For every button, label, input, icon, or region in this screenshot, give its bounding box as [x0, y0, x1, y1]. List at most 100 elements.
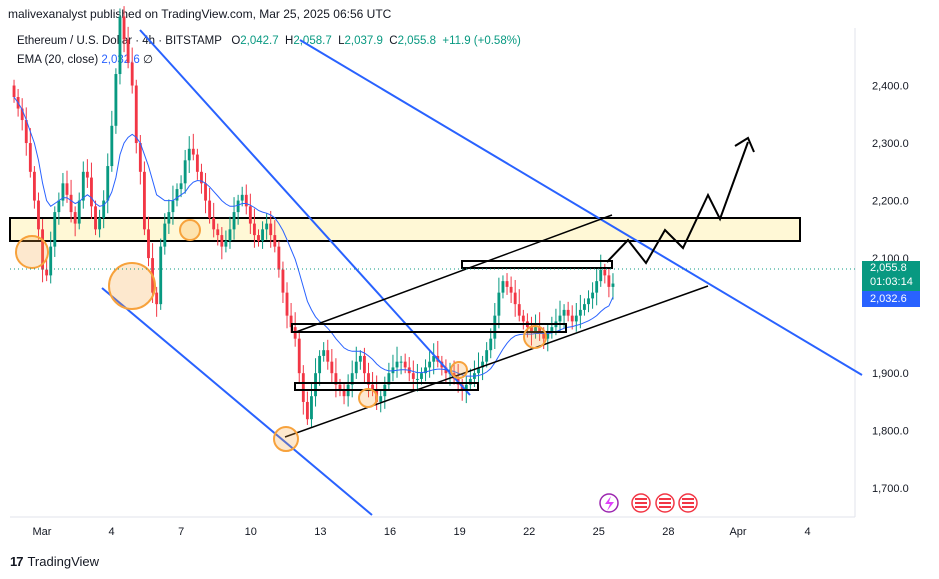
flag-stripe — [659, 498, 671, 500]
candle-up — [171, 200, 175, 213]
candle-up — [399, 361, 403, 363]
candle-down — [212, 217, 216, 230]
candle-down — [513, 292, 517, 305]
candle-down — [12, 85, 16, 98]
tradingview-logo[interactable]: 17 TradingView — [10, 554, 99, 569]
candle-up — [354, 361, 358, 374]
price-tick-label: 2,400.0 — [872, 81, 909, 93]
candle-up — [395, 361, 399, 368]
candle-down — [191, 148, 195, 155]
logo-text: TradingView — [27, 554, 100, 569]
flag-stripe — [635, 498, 647, 500]
flag-stripe — [635, 506, 647, 508]
range-box-1[interactable] — [291, 323, 567, 333]
flash-event-icon[interactable] — [599, 493, 619, 513]
candle-up — [501, 281, 505, 293]
candle-up — [464, 384, 468, 391]
candle-down — [244, 194, 248, 207]
candle-up — [391, 367, 395, 374]
high-label: H — [285, 35, 294, 47]
high-value: 2,058.7 — [293, 35, 332, 47]
candle-up — [183, 160, 187, 184]
ema-line — [13, 96, 614, 377]
candle-down — [28, 143, 32, 172]
flag-stripe — [682, 506, 694, 508]
candle-down — [305, 401, 309, 420]
candle-down — [330, 361, 334, 374]
channel-upper-line[interactable] — [139, 29, 471, 396]
rising-channel-lower[interactable] — [284, 285, 709, 438]
candle-up — [61, 183, 65, 201]
candle-up — [232, 212, 236, 230]
pivot-circle[interactable] — [179, 219, 201, 241]
channel-lower-line[interactable] — [101, 287, 373, 516]
pivot-circle[interactable] — [450, 361, 468, 379]
long-trendline[interactable] — [299, 39, 863, 376]
event-icons[interactable] — [599, 493, 698, 513]
candle-down — [285, 292, 289, 316]
candle-down — [37, 200, 40, 230]
candle-down — [204, 183, 207, 201]
range-box-2[interactable] — [294, 382, 479, 391]
pivot-circle[interactable] — [273, 426, 299, 452]
price-tick-label: 2,300.0 — [872, 138, 909, 150]
time-tick-label: 16 — [384, 526, 396, 538]
candle-down — [216, 229, 220, 236]
candle-up — [228, 229, 232, 241]
candle-up — [611, 283, 615, 287]
last-price-label: 2,055.8 — [870, 262, 907, 274]
candle-down — [122, 16, 126, 40]
price-tick-label: 1,900.0 — [872, 368, 909, 380]
candle-down — [338, 384, 342, 391]
candle-up — [477, 367, 480, 374]
candle-up — [493, 315, 497, 339]
candle-up — [350, 373, 354, 385]
candle-up — [591, 292, 595, 299]
pivot-circle[interactable] — [108, 262, 156, 310]
low-value: 2,037.9 — [344, 35, 383, 47]
change-value: +11.9 (+0.58%) — [442, 35, 521, 47]
pivot-circle[interactable] — [358, 388, 378, 408]
time-tick-label: 4 — [805, 526, 811, 538]
time-axis[interactable]: Mar 4 7 10 13 16 19 22 25 28 Apr 4 — [33, 526, 811, 538]
resistance-zone[interactable] — [9, 217, 801, 242]
candle-down — [85, 171, 89, 178]
ema-label[interactable]: EMA (20, close) — [17, 54, 99, 66]
projection-arrowhead-icon — [734, 136, 755, 153]
tradingview-logo-icon: 17 — [10, 554, 24, 569]
time-tick-label: 4 — [109, 526, 115, 538]
time-tick-label: 10 — [245, 526, 257, 538]
flag-stripe — [682, 498, 694, 500]
time-tick-label: Mar — [33, 526, 52, 538]
candle-up — [265, 223, 269, 230]
candle-up — [534, 327, 537, 333]
candle-up — [102, 200, 106, 218]
candle-up — [599, 269, 603, 282]
price-tick-label: 1,800.0 — [872, 426, 909, 438]
low-label: L — [338, 35, 345, 47]
flag-stripe — [635, 502, 647, 504]
candle-up — [163, 223, 167, 247]
candle-down — [342, 390, 346, 397]
candle-down — [363, 355, 366, 374]
range-box-3[interactable] — [461, 260, 613, 269]
candle-down — [570, 315, 574, 322]
candle-down — [94, 206, 97, 230]
candle-up — [322, 350, 326, 356]
rising-channel-upper[interactable] — [295, 214, 613, 333]
pivot-circle[interactable] — [15, 235, 49, 269]
candle-up — [179, 183, 183, 190]
candle-down — [273, 235, 277, 247]
pivot-circle[interactable] — [523, 325, 547, 349]
candle-down — [248, 206, 252, 224]
candle-up — [489, 338, 493, 351]
candle-up — [77, 200, 81, 224]
candle-down — [371, 384, 375, 391]
candle-up — [358, 355, 362, 362]
candle-down — [208, 200, 212, 218]
candle-up — [187, 148, 191, 161]
candle-down — [142, 171, 146, 230]
candle-down — [367, 373, 370, 385]
projection-path[interactable] — [606, 141, 749, 265]
